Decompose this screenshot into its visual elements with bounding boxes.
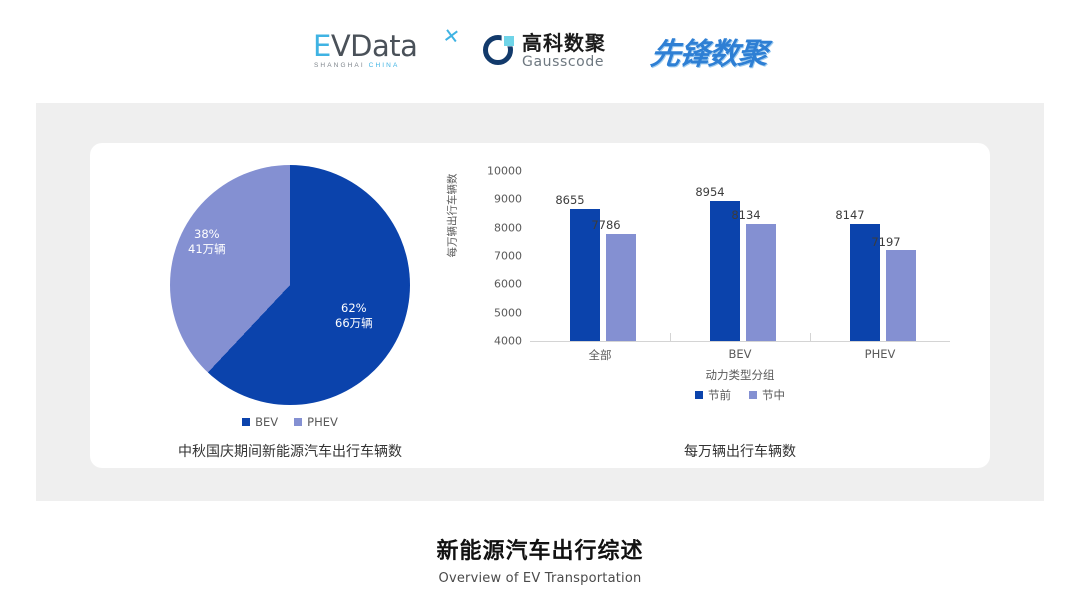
evdata-wordmark: EVData — [313, 29, 418, 63]
bar-legend-label-during: 节中 — [762, 388, 785, 402]
y-tick-7000: 7000 — [494, 249, 522, 263]
bar-value-phev-before: 8147 — [835, 208, 865, 222]
gausscode-ring-shape — [483, 35, 513, 65]
bar-group-phev: 8147 7197 — [810, 171, 950, 341]
gausscode-chinese-name: 高科数聚 — [522, 31, 606, 55]
pie-label-bev-amount: 66万辆 — [335, 316, 373, 330]
pie-label-phev-amount: 41万辆 — [188, 242, 226, 256]
bar-all-before[interactable] — [570, 209, 600, 341]
x-mark-icon: ✕ — [441, 24, 462, 50]
gausscode-english-name: Gausscode — [522, 54, 605, 70]
evdata-subtitle-country: CHINA — [368, 62, 400, 69]
evdata-subtitle: SHANGHAI CHINA — [314, 62, 399, 69]
bar-chart-plot-area: 8655 7786 8954 8134 8147 7197 — [530, 171, 950, 341]
bar-chart-y-axis-ticks: 10000 9000 8000 7000 6000 5000 4000 — [472, 165, 522, 348]
bar-legend-swatch-during — [749, 391, 757, 399]
pie-legend-item-phev[interactable]: PHEV — [294, 415, 338, 429]
bar-value-bev-before: 8954 — [695, 185, 725, 199]
pie-chart: 62% 66万辆 38% 41万辆 BEV PHEV 中秋国庆期间新能源汽车出行… — [110, 153, 510, 460]
logo-bar: EVData ✕ SHANGHAI CHINA 高科数聚 Gausscode 先… — [0, 24, 1080, 78]
bar-chart-y-axis-title: 每万辆出行车辆数 — [446, 173, 459, 258]
bar-category-label-bev: BEV — [728, 347, 752, 361]
bar-chart-group-separator-1 — [670, 333, 671, 342]
evdata-logo: EVData ✕ SHANGHAI CHINA — [313, 25, 461, 75]
pie-legend-label-bev: BEV — [255, 415, 279, 429]
gausscode-logo: 高科数聚 Gausscode — [483, 28, 629, 74]
gausscode-text: 高科数聚 Gausscode — [522, 33, 606, 69]
bar-legend-label-before: 节前 — [708, 388, 731, 402]
pie-chart-graphic: 62% 66万辆 38% 41万辆 — [170, 165, 410, 405]
bar-legend-item-during[interactable]: 节中 — [749, 387, 785, 403]
evdata-letter-e: E — [313, 29, 331, 63]
bar-value-all-before: 8655 — [555, 193, 585, 207]
bar-chart-legend: 节前 节中 — [530, 387, 950, 403]
bar-phev-before[interactable] — [850, 223, 880, 341]
y-tick-10000: 10000 — [487, 164, 522, 178]
y-tick-9000: 9000 — [494, 192, 522, 206]
slide-title: 新能源汽车出行综述 — [436, 539, 644, 564]
bar-group-all: 8655 7786 — [530, 171, 670, 341]
pie-label-phev: 38% 41万辆 — [188, 227, 226, 257]
bar-chart-caption: 每万辆出行车辆数 — [684, 444, 796, 460]
y-tick-4000: 4000 — [494, 334, 522, 348]
bar-chart: 每万辆出行车辆数 10000 9000 8000 7000 6000 5000 … — [430, 153, 975, 460]
bar-legend-swatch-before — [695, 391, 703, 399]
pie-slices — [170, 165, 410, 405]
charts-card: 62% 66万辆 38% 41万辆 BEV PHEV 中秋国庆期间新能源汽车出行… — [90, 143, 990, 468]
pie-label-bev: 62% 66万辆 — [335, 301, 373, 331]
y-tick-8000: 8000 — [494, 221, 522, 235]
pie-legend-swatch-phev — [294, 418, 303, 426]
xianfeng-logo: 先锋数聚 — [648, 37, 769, 72]
pie-chart-caption: 中秋国庆期间新能源汽车出行车辆数 — [178, 444, 402, 460]
gausscode-mark-icon — [483, 35, 515, 67]
pie-label-bev-percent: 62% — [341, 301, 367, 315]
bar-chart-x-axis-title: 动力类型分组 — [705, 368, 775, 382]
y-tick-5000: 5000 — [494, 306, 522, 320]
bar-all-during[interactable] — [606, 233, 636, 341]
bar-value-all-during: 7786 — [591, 218, 621, 232]
bar-chart-x-axis-line — [530, 341, 950, 342]
bar-category-label-all: 全部 — [588, 348, 612, 362]
gausscode-square-shape — [504, 36, 514, 46]
bar-group-bev: 8954 8134 — [670, 171, 810, 341]
bar-bev-before[interactable] — [710, 200, 740, 341]
slide-subtitle: Overview of EV Transportation — [438, 571, 642, 586]
slide-footer: 新能源汽车出行综述 Overview of EV Transportation — [0, 533, 1080, 586]
pie-legend-label-phev: PHEV — [307, 415, 338, 429]
bar-category-label-phev: PHEV — [864, 347, 896, 361]
bar-value-phev-during: 7197 — [871, 235, 901, 249]
pie-chart-legend: BEV PHEV — [110, 415, 470, 429]
bar-chart-group-separator-2 — [810, 333, 811, 342]
pie-label-phev-percent: 38% — [194, 227, 220, 241]
bar-bev-during[interactable] — [746, 223, 776, 341]
bar-value-bev-during: 8134 — [731, 208, 761, 222]
y-tick-6000: 6000 — [494, 277, 522, 291]
bar-legend-item-before[interactable]: 节前 — [695, 387, 731, 403]
pie-legend-swatch-bev — [242, 418, 251, 426]
evdata-subtitle-city: SHANGHAI — [314, 62, 369, 69]
pie-legend-item-bev[interactable]: BEV — [242, 415, 278, 429]
evdata-letters-rest: VData — [330, 29, 418, 63]
bar-phev-during[interactable] — [886, 250, 916, 341]
